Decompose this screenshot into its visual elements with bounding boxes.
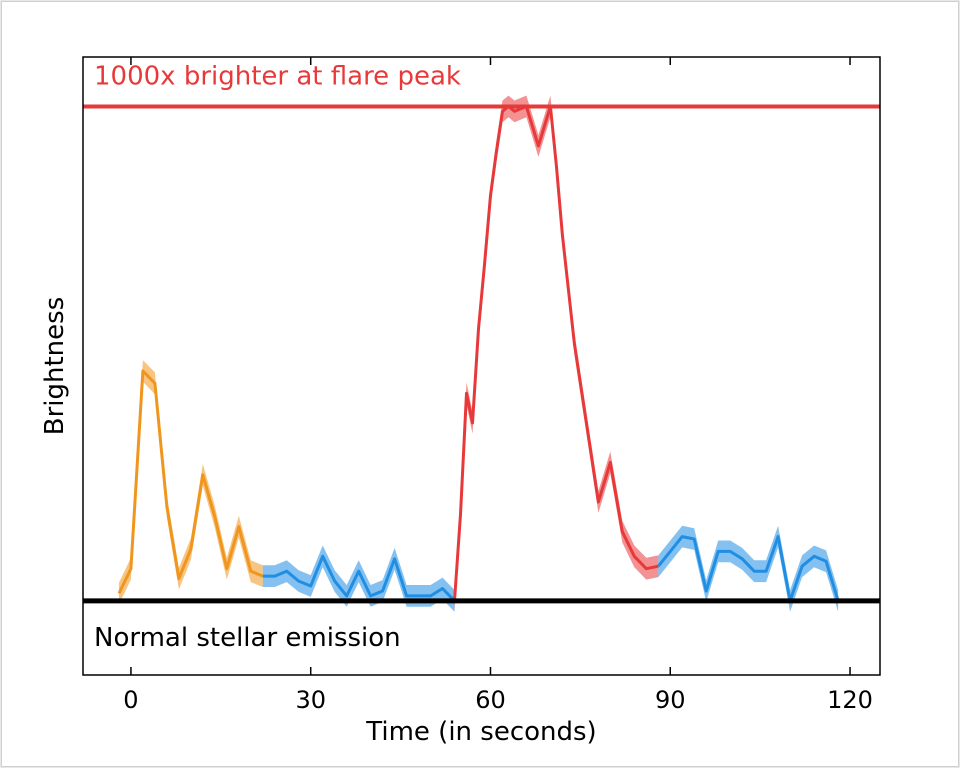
brightness-line-4 bbox=[657, 535, 840, 603]
brightness-line-1 bbox=[117, 369, 264, 595]
brightness-line-3 bbox=[453, 104, 659, 601]
x-tick-label: 30 bbox=[295, 686, 326, 714]
plot-area-border bbox=[82, 56, 881, 676]
uncertainty-band-3 bbox=[454, 95, 659, 612]
brightness-line-2 bbox=[262, 554, 456, 602]
x-tick-label: 120 bbox=[827, 686, 873, 714]
uncertainty-bands bbox=[119, 95, 839, 612]
x-axis-title: Time (in seconds) bbox=[365, 717, 596, 747]
flare-peak-annotation: 1000x brighter at flare peak bbox=[94, 61, 461, 91]
normal-emission-annotation: Normal stellar emission bbox=[94, 623, 401, 653]
x-axis-ticks: 0 30 60 90 120 bbox=[123, 57, 873, 714]
x-tick-label: 0 bbox=[123, 686, 138, 714]
y-axis-title: Brightness bbox=[40, 297, 70, 436]
series-lines bbox=[117, 104, 840, 603]
x-tick-label: 90 bbox=[655, 686, 686, 714]
uncertainty-band-1 bbox=[119, 360, 263, 605]
x-tick-label: 60 bbox=[475, 686, 506, 714]
